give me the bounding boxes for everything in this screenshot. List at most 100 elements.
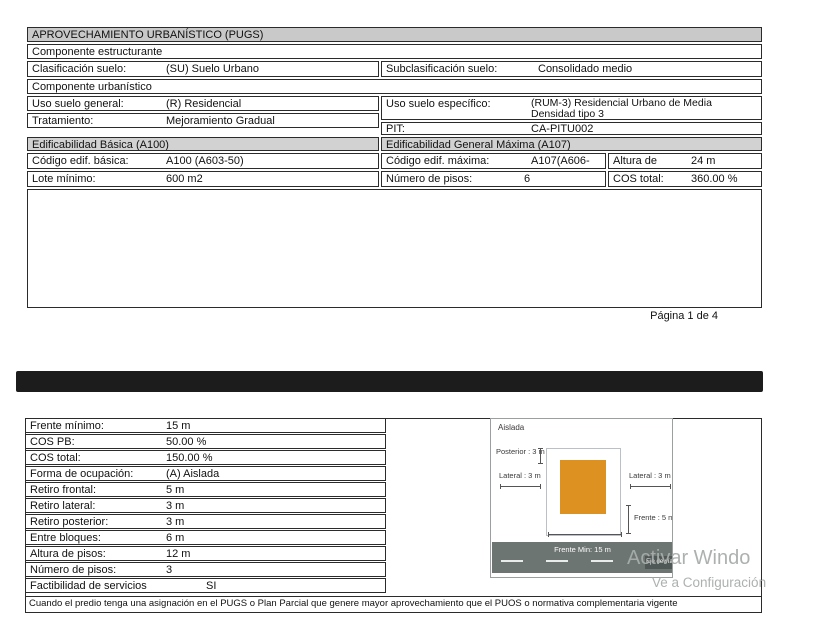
diagram-title: Aislada xyxy=(498,423,525,432)
field-label: Tratamiento: xyxy=(32,115,94,127)
field-label: Código edif. básica: xyxy=(32,155,129,167)
section-label: Componente estructurante xyxy=(32,46,163,58)
row-value: 12 m xyxy=(166,548,191,560)
table-row: Retiro frontal: 5 m xyxy=(25,482,386,497)
field-label: Número de pisos: xyxy=(386,173,473,185)
field-value: 360.00 % xyxy=(691,173,738,185)
field-cos-total-max: COS total: 360.00 % xyxy=(608,171,762,187)
row-label: COS PB: xyxy=(30,436,75,448)
empty-table-area xyxy=(27,189,762,308)
footer-note: Cuando el predio tenga una asignación en… xyxy=(25,596,762,613)
field-subclasificacion-suelo: Subclasificación suelo: Consolidado medi… xyxy=(381,61,762,77)
field-value: (SU) Suelo Urbano xyxy=(166,63,259,75)
table-row: Forma de ocupación: (A) Aislada xyxy=(25,466,386,481)
lane-dash xyxy=(591,560,613,562)
field-value: (R) Residencial xyxy=(166,98,242,110)
section-label: Componente urbanístico xyxy=(32,81,152,93)
field-clasificacion-suelo: Clasificación suelo: (SU) Suelo Urbano xyxy=(27,61,379,77)
field-label: PIT: xyxy=(386,123,405,135)
row-label: Entre bloques: xyxy=(30,532,101,544)
field-altura: Altura de 24 m xyxy=(608,153,762,169)
field-label: Altura de xyxy=(613,155,658,167)
row-label: Número de pisos: xyxy=(30,564,117,576)
table-row: Número de pisos: 3 xyxy=(25,562,386,577)
table-row: Factibilidad de servicios SI xyxy=(25,578,386,593)
lot-diagram: Aislada Posterior : 3 m Lateral : 3 m La… xyxy=(490,418,673,578)
field-value: Mejoramiento Gradual xyxy=(166,115,275,127)
road-band: Frente Min: 15 m Eje de vía xyxy=(492,542,672,573)
field-value: 6 xyxy=(524,173,531,185)
field-uso-suelo-general: Uso suelo general: (R) Residencial xyxy=(27,96,379,111)
row-label: Retiro lateral: xyxy=(30,500,96,512)
row-value: 150.00 % xyxy=(166,452,213,464)
section-label: Edificabilidad General Máxima (A107) xyxy=(386,139,571,151)
row-label: Retiro posterior: xyxy=(30,516,109,528)
field-lote-minimo: Lote mínimo: 600 m2 xyxy=(27,171,379,187)
field-label: Clasificación suelo: xyxy=(32,63,127,75)
field-value: A100 (A603-50) xyxy=(166,155,244,167)
row-value: 15 m xyxy=(166,420,191,432)
section-edificabilidad-basica: Edificabilidad Básica (A100) xyxy=(27,137,379,151)
row-label: Altura de pisos: xyxy=(30,548,106,560)
row-value: 3 m xyxy=(166,516,185,528)
field-label: Lote mínimo: xyxy=(32,173,96,185)
field-uso-suelo-especifico: Uso suelo específico: (RUM-3) Residencia… xyxy=(381,96,762,120)
field-label: Código edif. máxima: xyxy=(386,155,490,167)
field-label: Uso suelo general: xyxy=(32,98,124,110)
field-codigo-edif-maxima: Código edif. máxima: A107(A606- xyxy=(381,153,606,169)
lateral-right-setback-label: Lateral : 3 m xyxy=(629,471,671,480)
row-label: Forma de ocupación: xyxy=(30,468,134,480)
posterior-dim-marker xyxy=(538,448,543,464)
section-label: Edificabilidad Básica (A100) xyxy=(32,139,169,151)
table-title-row: APROVECHAMIENTO URBANÍSTICO (PUGS) xyxy=(27,27,762,42)
footer-note-text: Cuando el predio tenga una asignación en… xyxy=(29,598,678,609)
section-componente-urbanistico: Componente urbanístico xyxy=(27,79,762,94)
lateral-left-dim-marker xyxy=(500,484,541,489)
lane-dash xyxy=(501,560,523,562)
field-value: CA-PITU002 xyxy=(531,123,594,135)
field-label: Uso suelo específico: xyxy=(386,98,491,110)
table-title: APROVECHAMIENTO URBANÍSTICO (PUGS) xyxy=(32,29,264,41)
row-label: Factibilidad de servicios xyxy=(30,580,147,592)
field-value: (RUM-3) Residencial Urbano de Media Dens… xyxy=(531,97,712,120)
table-row: COS PB: 50.00 % xyxy=(25,434,386,449)
field-pit: PIT: CA-PITU002 xyxy=(381,122,762,135)
field-label: Subclasificación suelo: xyxy=(386,63,498,75)
table-row: Retiro posterior: 3 m xyxy=(25,514,386,529)
posterior-setback-label: Posterior : 3 m xyxy=(496,447,545,456)
row-label: COS total: xyxy=(30,452,81,464)
lateral-right-dim-marker xyxy=(630,484,671,489)
table-row: Retiro lateral: 3 m xyxy=(25,498,386,513)
windows-activation-watermark-line1: Activar Windo xyxy=(627,547,751,569)
windows-activation-watermark-line2: Ve a Configuración xyxy=(652,575,767,590)
field-value: A107(A606- xyxy=(531,155,590,167)
lane-dash xyxy=(546,560,568,562)
table-row: Entre bloques: 6 m xyxy=(25,530,386,545)
row-label: Frente mínimo: xyxy=(30,420,104,432)
section-divider-bar xyxy=(16,371,763,392)
table-row: Frente mínimo: 15 m xyxy=(25,418,386,433)
frente-setback-label: Frente : 5 m xyxy=(634,513,673,522)
row-value: 3 xyxy=(166,564,173,576)
row-value: SI xyxy=(206,580,217,592)
section-componente-estructurante: Componente estructurante xyxy=(27,44,762,59)
road-axis-label: Eje de vía xyxy=(645,556,672,569)
field-tratamiento: Tratamiento: Mejoramiento Gradual xyxy=(27,113,379,128)
building-footprint xyxy=(560,460,606,514)
row-value: (A) Aislada xyxy=(166,468,220,480)
frente-min-label: Frente Min: 15 m xyxy=(554,545,611,554)
table-row: COS total: 150.00 % xyxy=(25,450,386,465)
page-indicator: Página 1 de 4 xyxy=(27,310,740,322)
field-value: 24 m xyxy=(691,155,716,167)
field-value: Consolidado medio xyxy=(538,63,633,75)
frente-dim-marker xyxy=(626,505,631,534)
row-value: 50.00 % xyxy=(166,436,207,448)
field-label: COS total: xyxy=(613,173,664,185)
field-value: 600 m2 xyxy=(166,173,203,185)
field-codigo-edif-basica: Código edif. básica: A100 (A603-50) xyxy=(27,153,379,169)
row-value: 5 m xyxy=(166,484,185,496)
row-value: 3 m xyxy=(166,500,185,512)
field-numero-pisos-max: Número de pisos: 6 xyxy=(381,171,606,187)
page-indicator-text: Página 1 de 4 xyxy=(650,310,718,322)
